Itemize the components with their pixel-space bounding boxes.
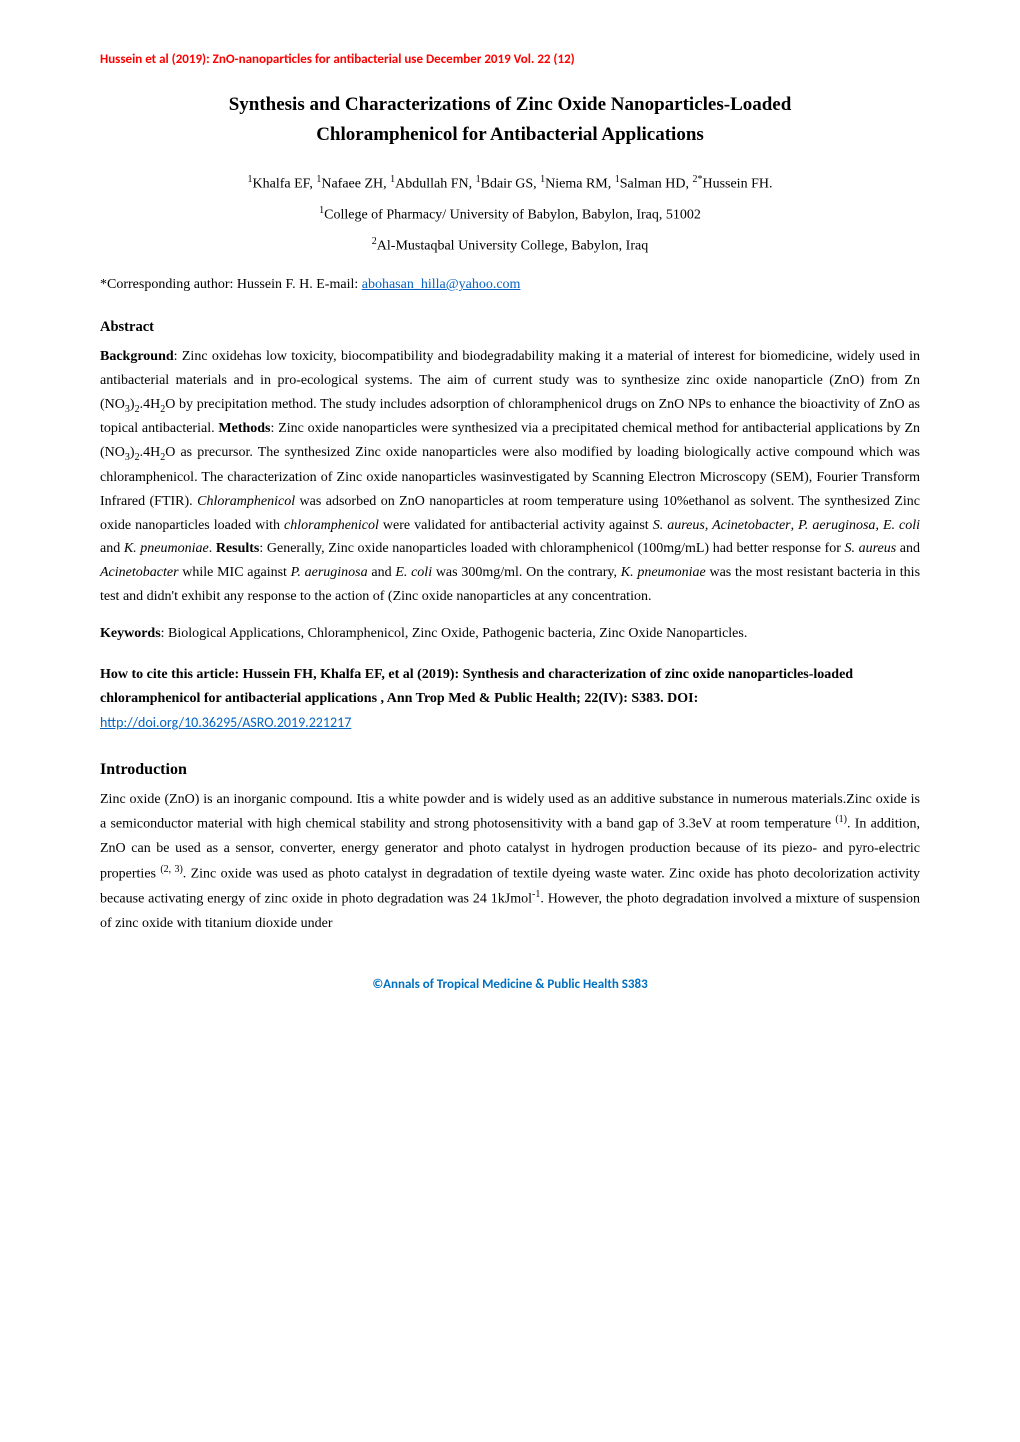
corresponding-email-link[interactable]: abohasan_hilla@yahoo.com bbox=[362, 277, 521, 292]
introduction-body: Zinc oxide (ZnO) is an inorganic compoun… bbox=[100, 788, 920, 936]
doi-link[interactable]: http://doi.org/10.36295/ASRO.2019.221217 bbox=[100, 714, 351, 731]
cite-text: How to cite this article: Hussein FH, Kh… bbox=[100, 667, 853, 706]
title-line-1: Synthesis and Characterizations of Zinc … bbox=[229, 94, 792, 115]
results-label: Results bbox=[216, 541, 260, 556]
how-to-cite: How to cite this article: Hussein FH, Kh… bbox=[100, 663, 920, 735]
affiliation-2: 2Al-Mustaqbal University College, Babylo… bbox=[100, 234, 920, 257]
page-footer: ©Annals of Tropical Medicine & Public He… bbox=[100, 975, 920, 995]
affiliation-1: 1College of Pharmacy/ University of Baby… bbox=[100, 203, 920, 226]
keywords-text: : Biological Applications, Chloramphenic… bbox=[161, 626, 748, 641]
abstract-body: Background: Zinc oxidehas low toxicity, … bbox=[100, 345, 920, 609]
article-title: Synthesis and Characterizations of Zinc … bbox=[100, 90, 920, 151]
corresponding-prefix: *Corresponding author: Hussein F. H. E-m… bbox=[100, 277, 362, 292]
methods-label: Methods bbox=[218, 421, 270, 436]
corresponding-author: *Corresponding author: Hussein F. H. E-m… bbox=[100, 274, 920, 295]
running-header: Hussein et al (2019): ZnO-nanoparticles … bbox=[100, 50, 920, 70]
title-line-2: Chloramphenicol for Antibacterial Applic… bbox=[316, 124, 704, 145]
introduction-heading: Introduction bbox=[100, 758, 920, 782]
background-label: Background bbox=[100, 349, 174, 364]
author-list: 1Khalfa EF, 1Nafaee ZH, 1Abdullah FN, 1B… bbox=[100, 172, 920, 195]
keywords: Keywords: Biological Applications, Chlor… bbox=[100, 623, 920, 645]
abstract-heading: Abstract bbox=[100, 317, 920, 339]
methods-text: : Zinc oxide nanoparticles were synthesi… bbox=[100, 421, 920, 556]
keywords-label: Keywords bbox=[100, 626, 161, 641]
